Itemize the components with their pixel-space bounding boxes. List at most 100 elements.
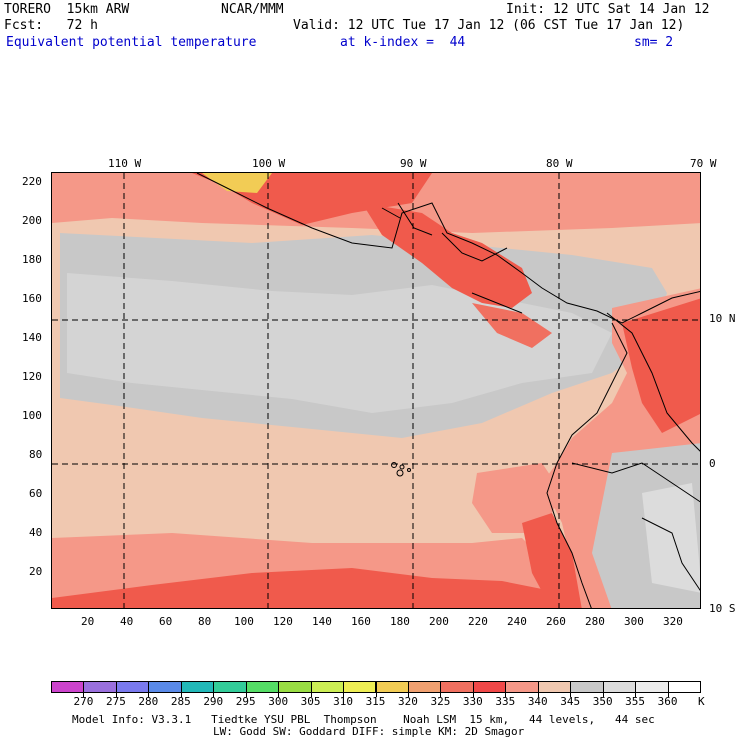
border-honduras <box>441 232 508 262</box>
lon-label-90w: 90 W <box>400 157 427 170</box>
colorbar-swatch <box>407 681 442 693</box>
bottom-tick: 60 <box>159 615 173 628</box>
bottom-tick: 80 <box>198 615 212 628</box>
colorbar-swatch <box>537 681 572 693</box>
colorbar-tick <box>407 693 409 697</box>
colorbar-label: 315 <box>365 695 386 708</box>
colorbar-label: 305 <box>300 695 321 708</box>
colorbar-unit: K <box>698 695 705 708</box>
colorbar-tick <box>278 693 280 697</box>
lon-label-80w: 80 W <box>546 157 573 170</box>
lon-label-100w: 100 W <box>252 157 286 170</box>
border-guatemala <box>397 202 433 236</box>
smoothing-info: sm= 2 <box>634 35 674 50</box>
colorbar-swatch <box>310 681 345 693</box>
colorbar-tick <box>245 693 247 697</box>
colorbar-tick <box>602 693 604 697</box>
level-info: at k-index = 44 <box>340 35 466 50</box>
colorbar-label: 310 <box>333 695 353 708</box>
left-tick: 100 <box>22 409 42 422</box>
valid-time: Valid: 12 UTC Tue 17 Jan 12 (06 CST Tue … <box>293 18 685 33</box>
lat-label-0: 0 <box>709 457 716 470</box>
colorbar-label: 280 <box>138 695 159 708</box>
lat-label-10s: 10 S <box>709 602 736 615</box>
colorbar-label: 330 <box>462 695 483 708</box>
colorbar-swatch <box>375 681 409 693</box>
colorbar-tick <box>472 693 474 697</box>
colorbar-swatch <box>602 681 637 693</box>
colorbar-swatch <box>213 681 247 693</box>
border-peru-bolivia <box>641 517 700 591</box>
map-canvas <box>52 173 700 608</box>
colorbar-swatch <box>83 681 117 693</box>
colorbar-swatch <box>667 681 701 693</box>
bottom-tick: 40 <box>120 615 134 628</box>
left-tick: 40 <box>29 526 43 539</box>
colorbar-swatch <box>180 681 215 693</box>
galapagos-island <box>396 469 404 477</box>
bottom-tick: 100 <box>234 615 254 628</box>
field-light-gray <box>67 273 612 413</box>
galapagos-island <box>391 462 397 468</box>
colorbar-tick <box>180 693 182 697</box>
bottom-tick: 120 <box>273 615 293 628</box>
colorbar-tick <box>375 693 377 697</box>
bottom-tick: 320 <box>663 615 683 628</box>
lat-label-10n: 10 N <box>709 312 736 325</box>
colorbar-tick <box>505 693 507 697</box>
border-mexico <box>381 207 401 219</box>
colorbar-tick <box>213 693 215 697</box>
colorbar-swatch <box>245 681 280 693</box>
field-name: Equivalent potential temperature <box>6 35 257 50</box>
galapagos-island <box>399 464 405 470</box>
field-east-pacific-salmon <box>472 463 562 533</box>
bottom-tick: 300 <box>624 615 644 628</box>
left-tick: 180 <box>22 253 42 266</box>
bottom-tick: 180 <box>390 615 410 628</box>
left-tick: 60 <box>29 487 43 500</box>
colorbar-tick <box>83 693 85 697</box>
colorbar-tick <box>537 693 539 697</box>
bottom-tick: 200 <box>429 615 449 628</box>
colorbar-swatch <box>343 681 377 693</box>
bottom-tick: 220 <box>468 615 488 628</box>
border-colombia-ecuador <box>606 312 700 452</box>
field-peru-coast-red <box>522 513 582 608</box>
colorbar-swatch <box>148 681 182 693</box>
colorbar-tick <box>343 693 345 697</box>
colorbar-label: 325 <box>430 695 451 708</box>
colorbar-swatch <box>570 681 604 693</box>
field-andes-light <box>642 483 700 593</box>
left-tick: 220 <box>22 175 42 188</box>
left-tick: 200 <box>22 214 42 227</box>
organization: NCAR/MMM <box>221 2 284 17</box>
colorbar-label: 275 <box>105 695 126 708</box>
colorbar-label: 360 <box>657 695 678 708</box>
left-tick: 120 <box>22 370 42 383</box>
field-colombia-red <box>622 298 700 433</box>
galapagos-island <box>407 468 411 472</box>
colorbar-label: 350 <box>592 695 613 708</box>
bottom-tick: 20 <box>81 615 95 628</box>
coastline-central-america <box>196 173 700 324</box>
colorbar-tick <box>115 693 117 697</box>
colorbar-tick <box>310 693 312 697</box>
colorbar-label: 345 <box>560 695 581 708</box>
colorbar-label: 295 <box>235 695 256 708</box>
colorbar-label: 335 <box>495 695 516 708</box>
colorbar-swatch <box>505 681 539 693</box>
colorbar-label: 320 <box>398 695 418 708</box>
colorbar-label: 285 <box>170 695 191 708</box>
field-mexico-yellow <box>202 173 272 193</box>
left-tick: 140 <box>22 331 42 344</box>
colorbar-swatch <box>472 681 507 693</box>
bottom-tick: 140 <box>312 615 332 628</box>
field-isthmus-red <box>362 203 532 308</box>
colorbar-swatch <box>278 681 312 693</box>
border-peru-brazil <box>571 462 700 503</box>
colorbar-tick <box>570 693 572 697</box>
left-tick: 80 <box>29 448 43 461</box>
bottom-tick: 160 <box>351 615 371 628</box>
bottom-tick: 240 <box>507 615 527 628</box>
model-info-line1: Model Info: V3.3.1 Tiedtke YSU PBL Thomp… <box>72 713 655 726</box>
